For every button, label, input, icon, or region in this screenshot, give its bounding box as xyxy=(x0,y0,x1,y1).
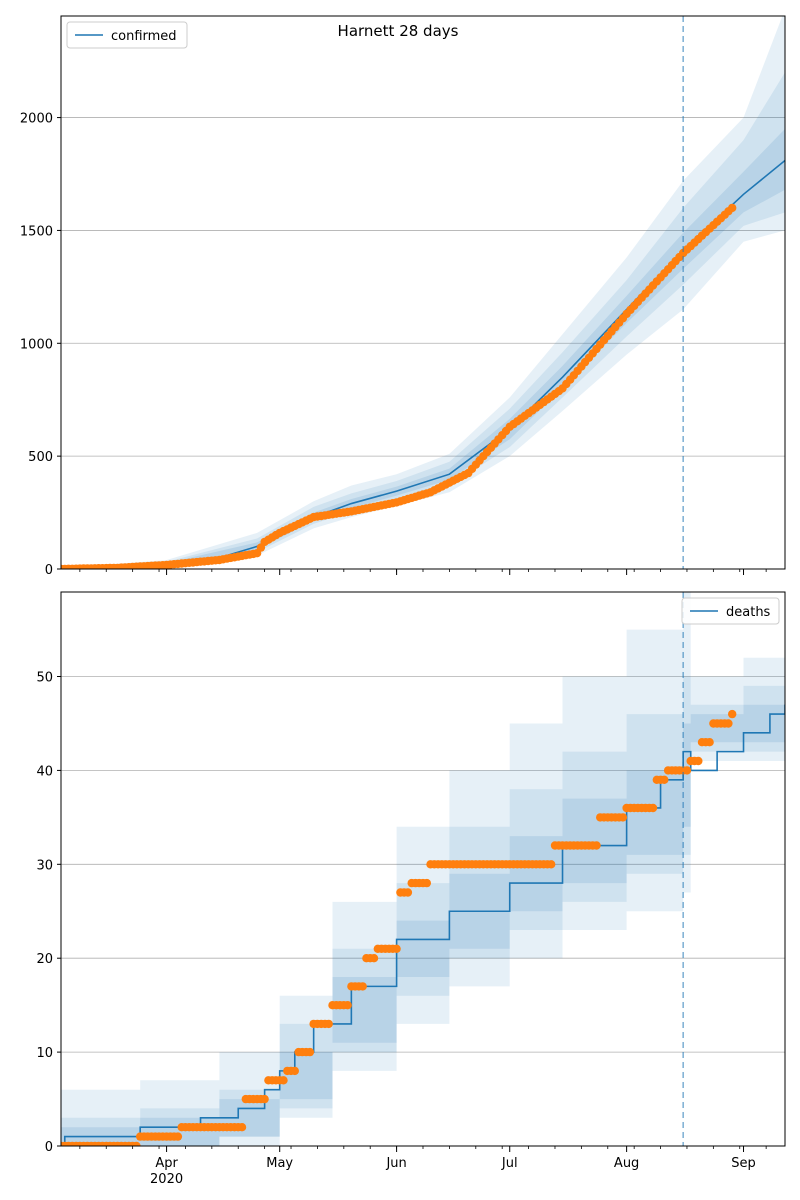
x-tick-label: Jun xyxy=(385,1156,406,1171)
y-tick-label: 40 xyxy=(36,764,53,779)
confidence-band-2 xyxy=(61,638,785,1146)
x-tick-sublabel: 2020 xyxy=(150,1172,183,1187)
legend-label: confirmed xyxy=(111,29,177,44)
y-tick-label: 10 xyxy=(36,1046,53,1061)
observed-points xyxy=(61,709,737,1146)
observed-point xyxy=(682,766,692,775)
observed-point xyxy=(237,1123,247,1132)
observed-point xyxy=(305,1047,315,1057)
observed-point xyxy=(648,803,658,813)
observed-point xyxy=(324,1019,333,1029)
y-tick-label: 500 xyxy=(28,450,53,465)
observed-point xyxy=(403,888,413,897)
y-tick-label: 30 xyxy=(36,858,53,873)
observed-point xyxy=(343,1001,352,1010)
observed-point xyxy=(132,1141,141,1146)
x-tick-label: Sep xyxy=(731,1156,756,1171)
observed-point xyxy=(728,203,737,213)
y-tick-label: 1000 xyxy=(20,337,53,352)
plot-area xyxy=(61,592,785,1146)
observed-point xyxy=(724,719,733,728)
observed-point xyxy=(694,756,703,766)
observed-point xyxy=(392,944,401,953)
observed-point xyxy=(173,1132,183,1141)
x-tick-label: May xyxy=(266,1156,293,1171)
observed-point xyxy=(290,1066,299,1076)
confirmed-chart: 0 500 1000 1500 2000 confirmed xyxy=(20,15,786,578)
y-tick-label: 2000 xyxy=(20,112,53,127)
y-tick-label: 0 xyxy=(45,563,53,578)
legend: confirmed xyxy=(66,21,188,49)
observed-point xyxy=(660,775,669,784)
observed-point xyxy=(260,1094,269,1104)
legend: deaths xyxy=(681,597,780,625)
y-tick-label: 1500 xyxy=(20,224,53,239)
y-tick-label: 0 xyxy=(45,1140,53,1155)
figure-title: Harnett 28 days xyxy=(338,22,459,40)
x-tick-label: Jul xyxy=(501,1156,518,1171)
y-tick-label: 20 xyxy=(36,952,53,967)
x-tick-label: Aug xyxy=(614,1156,639,1171)
observed-point xyxy=(618,813,628,822)
observed-point xyxy=(592,841,601,850)
legend-label: deaths xyxy=(726,605,771,620)
confidence-band-2 xyxy=(61,72,785,569)
x-tick-label: Apr xyxy=(155,1156,178,1171)
legend-box xyxy=(681,597,780,625)
observed-point xyxy=(728,709,737,719)
model-line-deaths xyxy=(61,704,785,1146)
y-tick-label: 50 xyxy=(36,671,53,686)
observed-point xyxy=(705,738,714,747)
observed-point xyxy=(547,860,556,869)
legend-box xyxy=(66,21,188,49)
observed-point xyxy=(279,1076,288,1085)
plot-area xyxy=(61,16,785,569)
observed-points xyxy=(61,203,737,569)
observed-point xyxy=(358,982,367,991)
observed-point xyxy=(369,954,379,963)
observed-point xyxy=(422,878,431,888)
confidence-band-3 xyxy=(61,128,785,569)
confidence-band-1 xyxy=(61,16,785,569)
confidence-band-1 xyxy=(61,592,785,1146)
